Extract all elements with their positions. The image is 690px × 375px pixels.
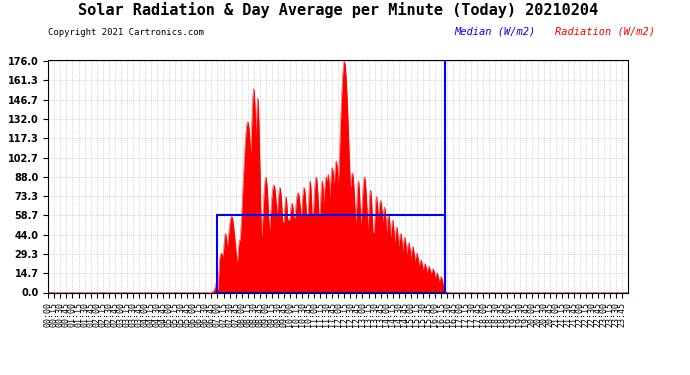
Text: Copyright 2021 Cartronics.com: Copyright 2021 Cartronics.com [48,28,204,37]
Text: Solar Radiation & Day Average per Minute (Today) 20210204: Solar Radiation & Day Average per Minute… [78,2,598,18]
Bar [217,215,445,292]
Text: Median (W/m2): Median (W/m2) [454,27,535,37]
Text: Radiation (W/m2): Radiation (W/m2) [555,27,656,37]
